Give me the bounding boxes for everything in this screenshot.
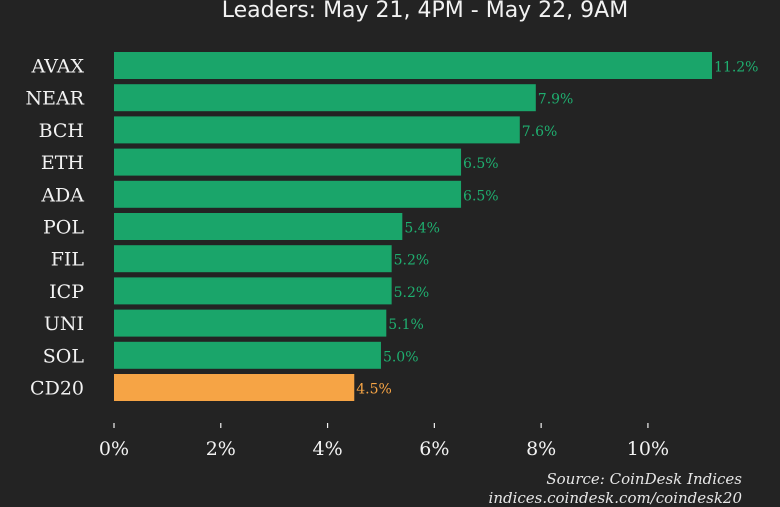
- category-label-icp: ICP: [49, 281, 84, 303]
- bar-bch: [114, 116, 520, 144]
- category-label-uni: UNI: [44, 313, 84, 335]
- category-label-ada: ADA: [40, 184, 84, 206]
- value-label-eth: 6.5%: [463, 156, 499, 172]
- value-label-fil: 5.2%: [394, 253, 430, 269]
- bar-eth: [114, 148, 462, 176]
- category-label-cd20: CD20: [30, 378, 84, 400]
- x-tick-label-10: 10%: [627, 438, 669, 460]
- category-label-fil: FIL: [51, 249, 85, 271]
- bar-fil: [114, 245, 392, 273]
- category-label-avax: AVAX: [31, 56, 85, 78]
- bar-near: [114, 84, 536, 112]
- value-label-icp: 5.2%: [394, 285, 430, 301]
- x-tick-label-4: 4%: [312, 438, 342, 460]
- bar-uni: [114, 309, 387, 337]
- chart-title: Leaders: May 21, 4PM - May 22, 9AM: [221, 0, 629, 23]
- value-label-ada: 6.5%: [463, 188, 499, 204]
- bar-cd20: [114, 374, 355, 401]
- value-label-avax: 11.2%: [714, 60, 758, 76]
- category-label-sol: SOL: [43, 345, 85, 367]
- x-tick-label-0: 0%: [99, 438, 129, 460]
- source-note: Source: CoinDesk Indices: [546, 470, 742, 488]
- bar-sol: [114, 341, 381, 369]
- value-label-cd20: 4.5%: [356, 382, 392, 398]
- value-label-near: 7.9%: [538, 92, 574, 108]
- x-tick-label-2: 2%: [206, 438, 236, 460]
- value-label-pol: 5.4%: [404, 221, 440, 237]
- bar-pol: [114, 213, 403, 240]
- category-label-near: NEAR: [25, 88, 84, 110]
- value-label-uni: 5.1%: [388, 317, 424, 333]
- source-url: indices.coindesk.com/coindesk20: [488, 489, 742, 507]
- x-tick-label-6: 6%: [419, 438, 449, 460]
- x-tick-label-8: 8%: [526, 438, 556, 460]
- category-label-pol: POL: [43, 217, 84, 239]
- bar-ada: [114, 180, 462, 208]
- category-label-eth: ETH: [41, 152, 84, 174]
- category-label-bch: BCH: [39, 120, 84, 142]
- bar-icp: [114, 277, 392, 305]
- value-label-bch: 7.6%: [522, 124, 558, 140]
- value-label-sol: 5.0%: [383, 349, 419, 365]
- bar-avax: [114, 52, 712, 79]
